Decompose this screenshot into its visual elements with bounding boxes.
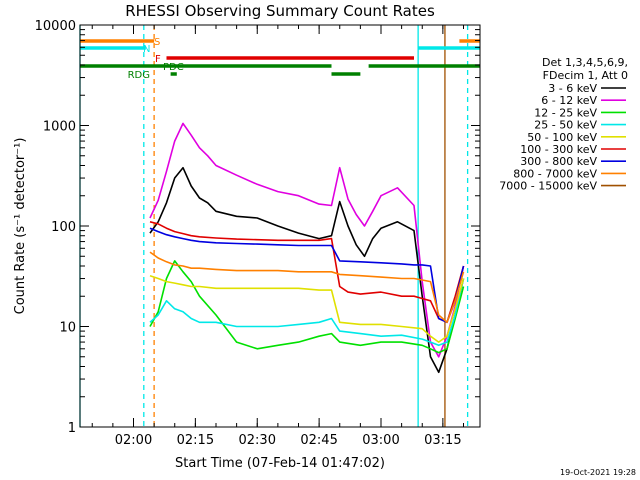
series-line-3 [149, 278, 465, 347]
series-line-4 [149, 274, 465, 343]
legend-label-6: 300 - 800 keV [520, 155, 597, 168]
y-tick-label: 10000 [35, 19, 76, 34]
series-line-5 [149, 221, 465, 324]
legend-label-8: 7000 - 15000 keV [499, 180, 597, 193]
legend-label-7: 800 - 7000 keV [513, 167, 597, 180]
flag-label-n: N [143, 44, 150, 55]
legend: Det 1,3,4,5,6,9, FDecim 1, Att 0 3 - 6 k… [499, 56, 628, 193]
series-line-6 [149, 227, 465, 324]
footer-date: 19-Oct-2021 19:28 [560, 468, 636, 477]
legend-header-line-2: FDecim 1, Att 0 [543, 69, 628, 82]
legend-label-5: 100 - 300 keV [520, 143, 597, 156]
flag-label-rdg: RDG [128, 70, 150, 81]
series-line-1 [149, 122, 465, 358]
y-tick-label: 1000 [43, 120, 76, 135]
flag-label-f: F [155, 54, 161, 65]
chart-title: RHESSI Observing Summary Count Rates [125, 2, 435, 20]
x-tick-label: 02:00 [115, 433, 152, 448]
y-axis-label: Count Rate (s⁻¹ detector⁻¹) [13, 138, 28, 315]
legend-label-4: 50 - 100 keV [527, 131, 597, 144]
axes: 1 10 100 1000 10000 02:00 02:15 02:30 02:45 03:00… [35, 19, 480, 448]
y-tick-label: 1 [68, 421, 76, 436]
x-tick-label: 03:00 [362, 433, 399, 448]
x-axis-label: Start Time (07-Feb-14 01:47:02) [175, 456, 385, 471]
legend-label-1: 6 - 12 keV [541, 94, 597, 107]
legend-header-line-1: Det 1,3,4,5,6,9, [542, 56, 628, 69]
x-tick-label: 03:15 [424, 433, 461, 448]
y-tick-label: 100 [51, 220, 76, 235]
x-tick-label: 02:15 [177, 433, 214, 448]
flag-label-s: S [154, 37, 160, 48]
legend-label-0: 3 - 6 keV [548, 82, 597, 95]
series-line-0 [149, 166, 465, 374]
x-tick-label: 02:45 [300, 433, 337, 448]
series-line-7 [149, 251, 465, 324]
series-lines [149, 122, 465, 374]
y-tick-label: 10 [59, 321, 76, 336]
legend-label-2: 12 - 25 keV [534, 106, 597, 119]
x-tick-label: 02:30 [239, 433, 276, 448]
flag-label-pdc: PDC [163, 62, 184, 73]
legend-label-3: 25 - 50 keV [534, 119, 597, 132]
series-line-2 [149, 260, 465, 354]
